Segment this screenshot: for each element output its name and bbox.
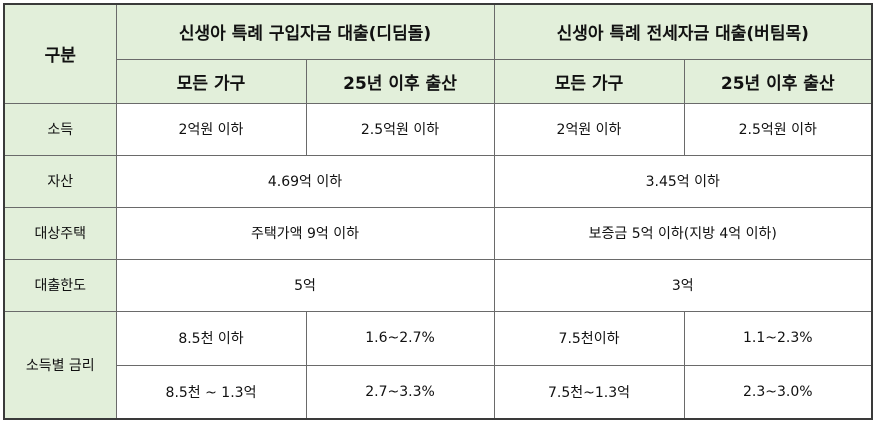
loan-table: 구분 신생아 특례 구입자금 대출(디딤돌) 신생아 특례 전세자금 대출(버팀… bbox=[3, 3, 873, 420]
cell: 5억 bbox=[115, 258, 495, 312]
cell: 2.5억원 이하 bbox=[305, 102, 495, 156]
subheader: 25년 이후 출산 bbox=[305, 58, 495, 104]
cell: 7.5천이하 bbox=[493, 310, 685, 366]
corner: 구분 bbox=[3, 3, 117, 104]
row-label: 소득별 금리 bbox=[3, 310, 117, 420]
cell: 보증금 5억 이하(지방 4억 이하) bbox=[493, 206, 873, 260]
cell: 2.7~3.3% bbox=[305, 364, 495, 420]
cell: 7.5천~1.3억 bbox=[493, 364, 685, 420]
group-header: 신생아 특례 구입자금 대출(디딤돌) bbox=[115, 3, 495, 60]
subheader: 모든 가구 bbox=[493, 58, 685, 104]
cell: 8.5천 ~ 1.3억 bbox=[115, 364, 307, 420]
cell: 4.69억 이하 bbox=[115, 154, 495, 208]
cell: 3.45억 이하 bbox=[493, 154, 873, 208]
subheader: 25년 이후 출산 bbox=[683, 58, 873, 104]
cell: 2.5억원 이하 bbox=[683, 102, 873, 156]
row-label: 대출한도 bbox=[3, 258, 117, 312]
cell: 주택가액 9억 이하 bbox=[115, 206, 495, 260]
cell: 1.6~2.7% bbox=[305, 310, 495, 366]
subheader: 모든 가구 bbox=[115, 58, 307, 104]
row-label: 대상주택 bbox=[3, 206, 117, 260]
row-label: 소득 bbox=[3, 102, 117, 156]
cell: 2억원 이하 bbox=[115, 102, 307, 156]
cell: 3억 bbox=[493, 258, 873, 312]
cell: 2억원 이하 bbox=[493, 102, 685, 156]
cell: 1.1~2.3% bbox=[683, 310, 873, 366]
row-label: 자산 bbox=[3, 154, 117, 208]
group-header: 신생아 특례 전세자금 대출(버팀목) bbox=[493, 3, 873, 60]
cell: 2.3~3.0% bbox=[683, 364, 873, 420]
cell: 8.5천 이하 bbox=[115, 310, 307, 366]
